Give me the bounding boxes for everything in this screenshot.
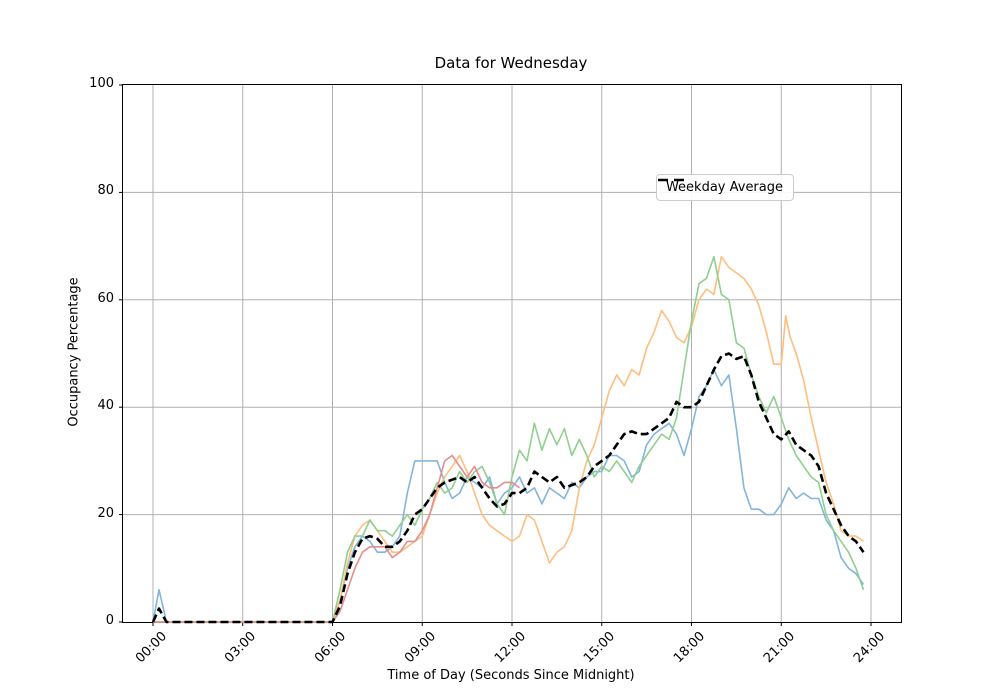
series-line-weekday-series-1	[152, 368, 865, 623]
x-tick-label: 12:00	[491, 629, 529, 667]
series-line-weekday-average	[151, 352, 865, 624]
legend: Weekday Average	[655, 174, 794, 201]
x-tick-label: 18:00	[671, 629, 709, 667]
x-tick-label: 03:00	[222, 629, 260, 667]
x-tick-label: 24:00	[850, 629, 888, 667]
y-tick-label: 60	[97, 290, 114, 306]
x-tick-label: 06:00	[312, 629, 350, 667]
y-tick-label: 100	[89, 76, 114, 91]
y-tick-label: 0	[105, 613, 114, 628]
legend-label: Weekday Average	[665, 180, 783, 195]
series-line-weekday-series-3	[153, 256, 865, 623]
legend-dash-sample	[657, 178, 686, 182]
y-axis-label: Occupancy Percentage	[66, 277, 82, 427]
y-tick-label: 20	[97, 505, 114, 521]
x-tick-label: 15:00	[581, 629, 619, 667]
chart-canvas	[119, 84, 901, 626]
y-tick-label: 80	[97, 183, 114, 199]
x-tick-label: 21:00	[760, 629, 798, 667]
chart-title: Data for Wednesday	[434, 54, 588, 72]
x-axis-label: Time of Day (Seconds Since Midnight)	[387, 668, 635, 683]
series-line-weekday-series-2	[153, 256, 864, 623]
x-tick-label: 09:00	[401, 629, 439, 667]
plot-area: Weekday Average	[119, 84, 902, 626]
x-tick-label: 00:00	[132, 629, 170, 667]
y-tick-label: 40	[97, 398, 114, 414]
